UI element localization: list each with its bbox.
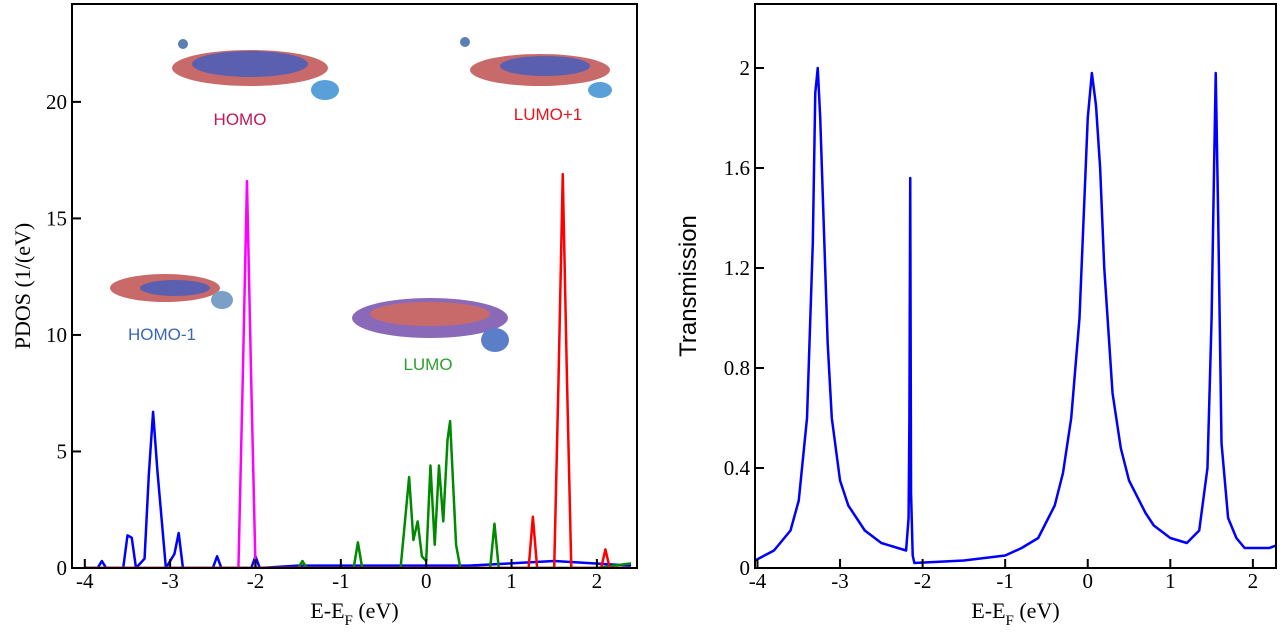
orbital-lumo (352, 298, 509, 352)
x-axis-label: E-EF (eV) (310, 598, 398, 629)
y-tick-label: 0 (57, 556, 68, 580)
x-label-unit: (eV) (353, 598, 399, 623)
x-tick-label: 1 (506, 569, 517, 593)
orbital-label: HOMO-1 (128, 325, 196, 344)
x-label-sub: F (345, 613, 353, 629)
y-tick-label: 1.2 (724, 256, 750, 280)
data-line (85, 174, 631, 568)
x-tick-label: 1 (1165, 569, 1176, 593)
x-label-main: E-E (310, 598, 344, 623)
y-tick-label: 5 (57, 439, 68, 463)
figure: -4-3-2-101205101520E-EF (eV)PDOS (1/(eV)… (0, 0, 1286, 636)
orbital-label: LUMO+1 (514, 105, 583, 124)
data-line (85, 181, 631, 568)
orbital-label: LUMO (403, 355, 452, 374)
y-tick-label: 15 (46, 206, 67, 230)
x-tick-label: -2 (914, 569, 932, 593)
y-axis-label: PDOS (1/(eV) (10, 223, 35, 350)
y-tick-label: 0.4 (724, 456, 751, 480)
x-tick-label: -1 (332, 569, 350, 593)
y-tick-label: 0 (740, 556, 751, 580)
plot-area (755, 68, 1276, 563)
data-line (85, 421, 631, 568)
x-label-sub: F (1006, 613, 1014, 629)
x-tick-label: 2 (1248, 569, 1259, 593)
data-line (755, 68, 1276, 563)
orbital-homo1 (110, 274, 233, 309)
x-tick-label: -4 (76, 569, 94, 593)
x-tick-label: 2 (592, 569, 603, 593)
y-tick-label: 2 (740, 56, 751, 80)
x-label-main: E-E (971, 598, 1005, 623)
x-tick-label: 0 (421, 569, 432, 593)
x-tick-label: 0 (1082, 569, 1093, 593)
x-axis-label: E-EF (eV) (971, 598, 1059, 629)
x-label-unit: (eV) (1014, 598, 1060, 623)
plot-area (85, 174, 631, 568)
y-axis-label: Transmission (675, 215, 702, 357)
x-tick-label: -3 (161, 569, 179, 593)
orbital-homo (172, 39, 339, 100)
x-tick-label: -4 (749, 569, 767, 593)
y-tick-label: 20 (46, 90, 67, 114)
y-tick-label: 10 (46, 323, 67, 347)
x-tick-label: -3 (831, 569, 849, 593)
y-tick-label: 0.8 (724, 356, 750, 380)
orbital-label: HOMO (214, 110, 267, 129)
plot-frame (755, 4, 1276, 568)
x-tick-label: -1 (996, 569, 1014, 593)
y-tick-label: 1.6 (724, 156, 750, 180)
x-tick-label: -2 (247, 569, 265, 593)
orbital-lumo1 (460, 37, 612, 98)
